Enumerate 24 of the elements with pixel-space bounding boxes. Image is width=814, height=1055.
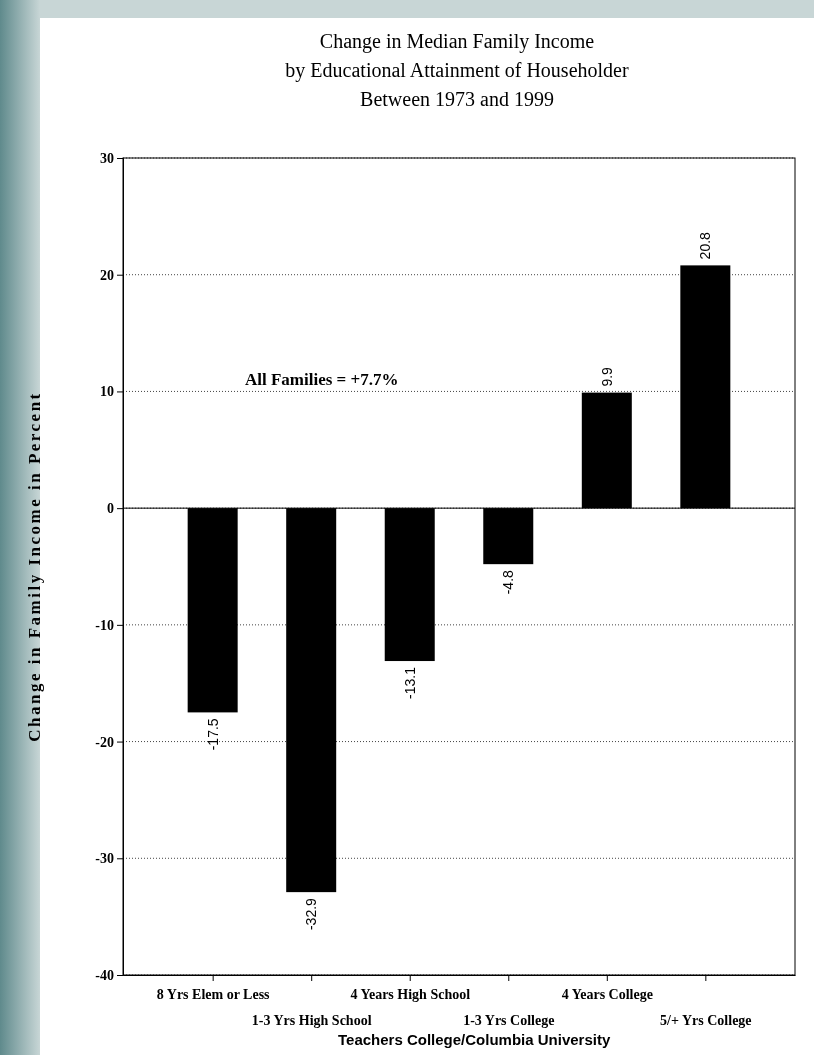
y-tick-label: -30 xyxy=(95,851,114,867)
x-tick-label: 5/+ Yrs College xyxy=(660,1013,752,1028)
annotation: All Families = +7.7% xyxy=(245,370,399,389)
data-label: 9.9 xyxy=(598,366,615,387)
y-tick-label: 30 xyxy=(100,150,114,166)
y-tick-label: 0 xyxy=(107,501,114,517)
y-tick-label: -40 xyxy=(95,967,114,983)
y-tick-label: -10 xyxy=(95,617,114,633)
x-tick-label: 4 Years High School xyxy=(350,987,471,1002)
y-tick-label: 10 xyxy=(100,384,114,400)
y-axis-title: Change in Family Income in Percent xyxy=(25,391,44,742)
text: Teachers College/Columbia University xyxy=(338,1031,611,1048)
data-label: -4.8 xyxy=(500,569,517,595)
x-tick-label: 1-3 Yrs High School xyxy=(251,1013,372,1028)
x-tick-label: 8 Yrs Elem or Less xyxy=(156,987,271,1002)
chart-title: Change in Median Family Income by Educational Attainment of Householder Between 1973 and 1999 xyxy=(285,30,629,110)
y-tick-label: -20 xyxy=(95,734,114,750)
x-tick-label: 4 Years College xyxy=(561,987,653,1002)
x-tick-label: 1-3 Yrs College xyxy=(463,1013,555,1028)
data-label: -17.5 xyxy=(204,718,221,751)
data-label: -32.9 xyxy=(303,897,320,931)
y-tick-label: 20 xyxy=(100,267,114,283)
data-label: 20.8 xyxy=(697,231,714,260)
data-label: -13.1 xyxy=(401,666,418,699)
